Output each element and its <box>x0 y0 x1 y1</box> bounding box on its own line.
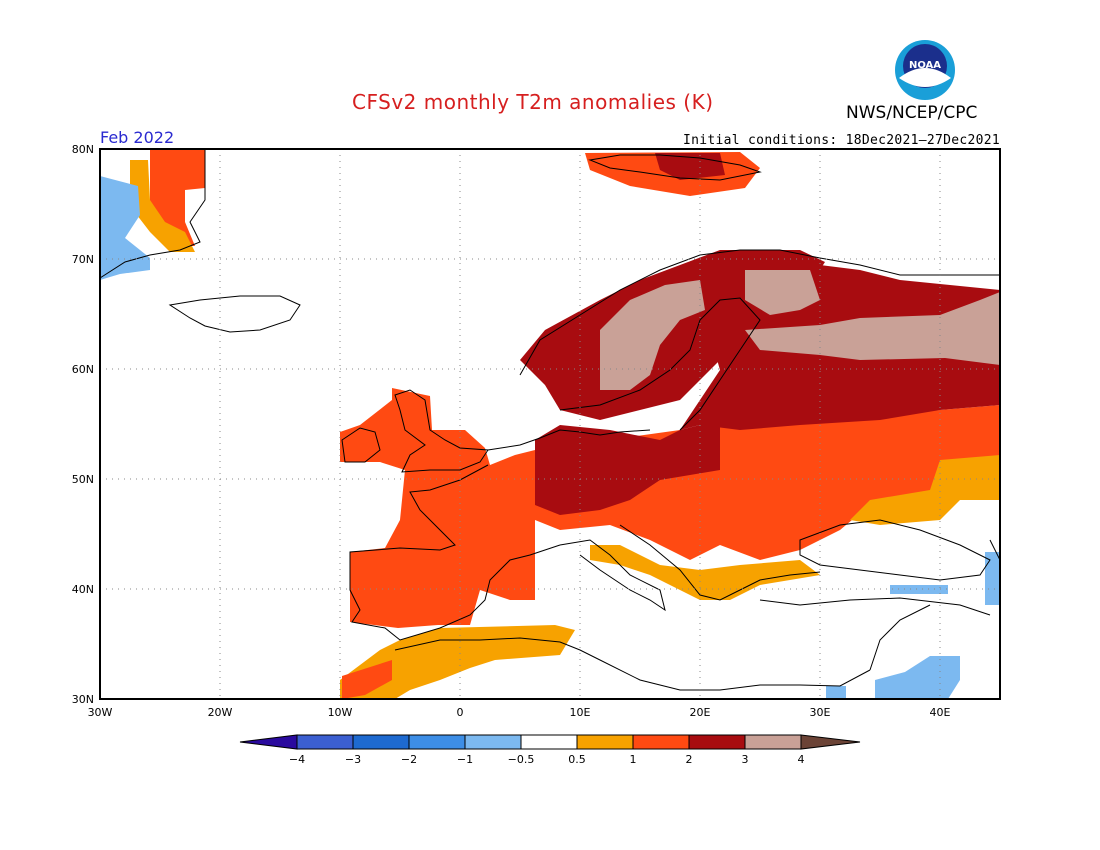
lat-label: 80N <box>72 143 94 156</box>
legend-swatch <box>520 734 578 750</box>
lon-axis: 30W 20W 10W 0 10E 20E 30E 40E <box>88 706 951 719</box>
lon-label: 20E <box>690 706 711 719</box>
coast-balkans <box>619 524 821 601</box>
anomaly-greenland-cold <box>100 176 150 280</box>
lon-label: 10W <box>328 706 353 719</box>
coast-france-iberia <box>349 464 561 641</box>
lat-label: 30N <box>72 693 94 706</box>
anomaly-north-africa <box>340 625 575 699</box>
lat-label: 70N <box>72 253 94 266</box>
legend-swatch <box>408 734 466 750</box>
coast-levant <box>869 604 931 671</box>
coast-greenland <box>99 150 206 279</box>
anomaly-western-europe <box>340 388 535 628</box>
coastlines <box>99 150 1001 691</box>
lon-label: 30W <box>88 706 113 719</box>
legend-label: −4 <box>289 753 305 766</box>
coast-continent <box>487 429 651 451</box>
graticule <box>100 149 1000 699</box>
anomaly-scandinavia-high <box>600 280 705 390</box>
legend-label: 0.5 <box>568 753 586 766</box>
anomaly-ukraine-mild <box>850 455 1000 525</box>
legend-label: −3 <box>345 753 361 766</box>
anomaly-caucasus-cold <box>985 552 1000 605</box>
color-legend: −4 −3 −2 −1 −0.5 0.5 1 2 3 4 <box>239 734 861 766</box>
anomaly-balkans <box>590 545 820 600</box>
lat-label: 40N <box>72 583 94 596</box>
noaa-logo-text: NOAA <box>909 60 941 71</box>
legend-swatch <box>744 734 802 750</box>
coast-turkey <box>759 597 991 616</box>
coast-svalbard <box>588 154 762 181</box>
anomaly-shading <box>100 149 1000 699</box>
legend-swatch <box>464 734 522 750</box>
lon-label: 30E <box>810 706 831 719</box>
legend-label: 2 <box>686 753 693 766</box>
legend-label: −2 <box>401 753 417 766</box>
agency-label: NWS/NCEP/CPC <box>846 103 978 123</box>
legend-swatch <box>688 734 746 750</box>
anomaly-central-europe <box>535 420 720 515</box>
coast-black-sea <box>799 519 991 581</box>
anomaly-northern-russia <box>745 292 1000 365</box>
legend-label: 4 <box>798 753 805 766</box>
lon-label: 10E <box>570 706 591 719</box>
legend-swatch-highest <box>800 734 861 750</box>
anomaly-turkey-cold <box>890 585 948 594</box>
anomaly-egypt-cold <box>826 686 846 699</box>
anomaly-greenland-mild <box>130 160 195 252</box>
lat-axis: 80N 70N 60N 50N 40N 30N <box>72 143 94 706</box>
chart-title: CFSv2 monthly T2m anomalies (K) <box>352 90 714 114</box>
anomaly-middle-east-cold <box>875 656 960 699</box>
anomaly-morocco <box>342 660 392 699</box>
legend-swatch <box>296 734 354 750</box>
legend-label: 1 <box>630 753 637 766</box>
coast-ireland <box>341 427 381 463</box>
lon-label: 40E <box>930 706 951 719</box>
legend-label: −1 <box>457 753 473 766</box>
lat-label: 60N <box>72 363 94 376</box>
lon-label: 0 <box>457 706 464 719</box>
legend-swatch <box>352 734 410 750</box>
anomaly-finland-high <box>745 270 820 315</box>
coast-italy <box>559 539 666 612</box>
map-frame <box>99 148 1001 700</box>
legend-label: −0.5 <box>508 753 535 766</box>
legend-swatch <box>576 734 634 750</box>
lon-label: 20W <box>208 706 233 719</box>
noaa-logo-icon: NOAA <box>895 40 955 100</box>
initial-conditions: Initial conditions: 18Dec2021–27Dec2021 <box>683 133 1000 148</box>
coast-baltic <box>559 297 761 431</box>
coast-north-africa <box>394 637 871 691</box>
forecast-month: Feb 2022 <box>100 128 175 147</box>
coast-scandinavia <box>519 249 1000 376</box>
coast-britain <box>394 389 489 473</box>
lat-label: 50N <box>72 473 94 486</box>
legend-swatch-lowest <box>239 734 298 750</box>
coast-iceland <box>168 295 301 333</box>
legend-swatch <box>632 734 690 750</box>
legend-label: 3 <box>742 753 749 766</box>
